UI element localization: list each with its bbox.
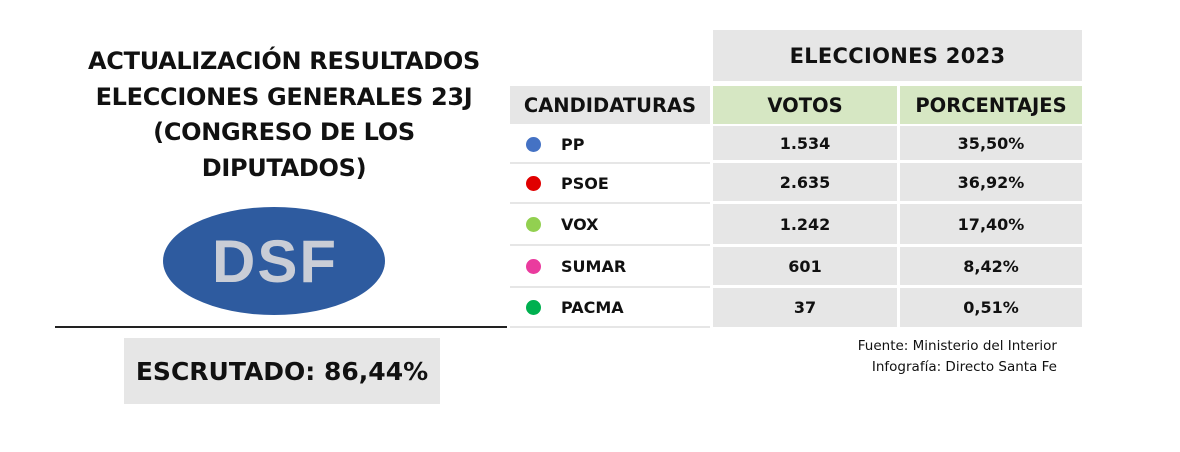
title-line: DIPUTADOS) [201,153,367,182]
percent-cell: 8,42% [900,247,1082,285]
party-name: VOX [561,214,599,234]
percent-cell: 17,40% [900,204,1082,244]
votes-cell: 1.534 [713,126,897,160]
party-cell: PACMA [510,288,710,328]
source-line: Fuente: Ministerio del Interior [857,338,1057,354]
title-line: ACTUALIZACIÓN RESULTADOS [88,47,480,75]
percent-cell: 35,50% [900,126,1082,160]
party-cell: PSOE [510,164,710,204]
party-name: PACMA [561,297,624,317]
party-name: PSOE [561,173,609,193]
percent-cell: 0,51% [900,288,1082,327]
party-cell: PP [510,126,710,164]
party-name: SUMAR [561,256,627,276]
header-porcentajes: PORCENTAJES [900,86,1082,124]
party-color-dot [526,216,541,232]
divider [55,326,507,328]
title-line: ELECCIONES GENERALES 23J [95,82,473,111]
party-color-dot [526,258,541,274]
party-cell: VOX [510,204,710,246]
header-candidaturas: CANDIDATURAS [510,86,710,124]
dsf-logo: DSF [163,207,385,315]
votes-cell: 2.635 [713,163,897,201]
party-cell: SUMAR [510,246,710,288]
votes-cell: 1.242 [713,204,897,244]
party-name: PP [561,134,585,154]
header-votos: VOTOS [713,86,897,124]
party-color-dot [526,136,541,152]
party-color-dot [526,299,541,315]
votes-cell: 37 [713,288,897,327]
logo-ellipse [163,207,385,315]
page-title: ACTUALIZACIÓN RESULTADOS ELECCIONES GENE… [55,44,513,186]
title-line: (CONGRESO DE LOS [153,118,415,146]
credit-line: Infografía: Directo Santa Fe [871,359,1057,375]
percent-cell: 36,92% [900,163,1082,201]
table-title: ELECCIONES 2023 [713,30,1082,81]
scrutiny-badge: ESCRUTADO: 86,44% [124,338,440,404]
logo-text: DSF [212,228,338,295]
votes-cell: 601 [713,247,897,285]
party-color-dot [526,175,541,191]
